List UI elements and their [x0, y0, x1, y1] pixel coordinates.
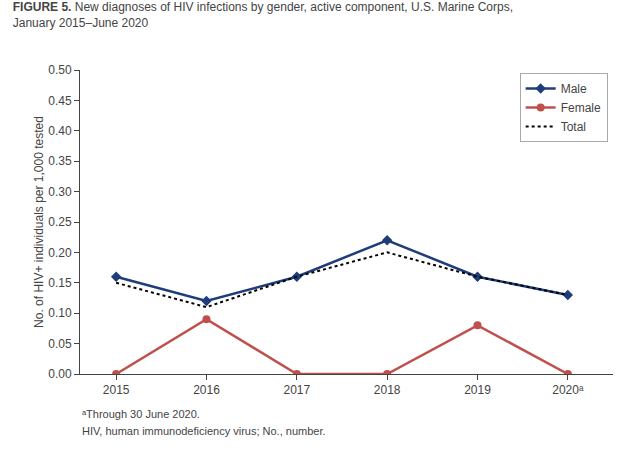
svg-text:Female: Female	[561, 101, 601, 115]
svg-text:ᵃThrough 30 June 2020.: ᵃThrough 30 June 2020.	[82, 408, 200, 420]
svg-text:2016: 2016	[193, 383, 220, 397]
svg-text:2020ᵃ: 2020ᵃ	[552, 383, 584, 397]
svg-text:0.10: 0.10	[48, 306, 72, 320]
svg-text:0.25: 0.25	[48, 215, 72, 229]
svg-text:2015: 2015	[103, 383, 130, 397]
svg-text:0.15: 0.15	[48, 276, 72, 290]
svg-text:2019: 2019	[464, 383, 491, 397]
svg-text:0.50: 0.50	[48, 63, 72, 77]
svg-text:2018: 2018	[374, 383, 401, 397]
svg-text:0.00: 0.00	[48, 367, 72, 381]
svg-text:HIV, human immunodeficiency vi: HIV, human immunodeficiency virus; No., …	[82, 425, 326, 437]
svg-text:No. of HIV+ individuals per 1,: No. of HIV+ individuals per 1,000 tested	[32, 116, 46, 328]
svg-text:FIGURE 5. New diagnoses of HIV: FIGURE 5. New diagnoses of HIV infection…	[13, 0, 513, 30]
svg-text:Total: Total	[561, 120, 586, 134]
svg-text:0.35: 0.35	[48, 154, 72, 168]
svg-text:2017: 2017	[283, 383, 310, 397]
svg-text:0.05: 0.05	[48, 337, 72, 351]
svg-text:0.45: 0.45	[48, 94, 72, 108]
svg-text:0.40: 0.40	[48, 124, 72, 138]
svg-text:0.30: 0.30	[48, 185, 72, 199]
svg-text:Male: Male	[561, 82, 587, 96]
svg-text:0.20: 0.20	[48, 246, 72, 260]
